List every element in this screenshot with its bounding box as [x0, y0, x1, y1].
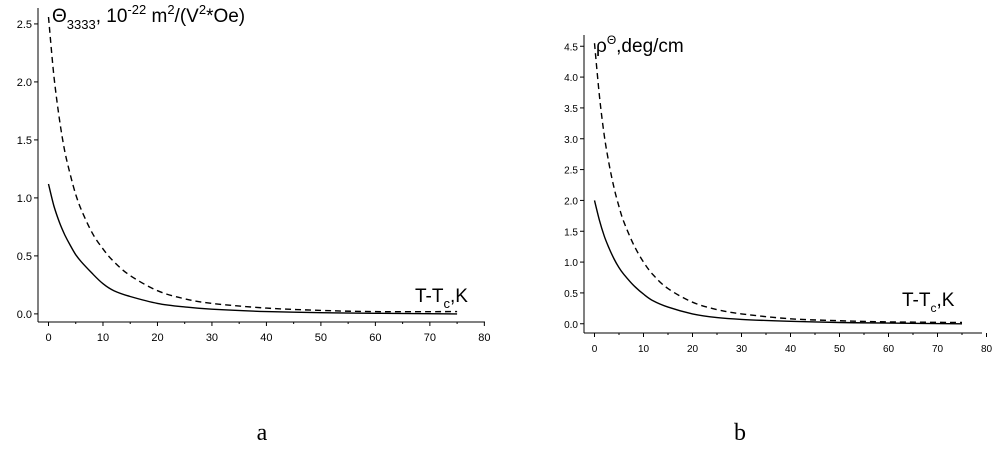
- panel-label-b: b: [734, 420, 746, 446]
- y-tick-label: 1.5: [17, 135, 32, 147]
- x-tick-label: 40: [785, 344, 797, 355]
- y-ticks: 0.0 0.5 1.0 1.5 2.0 2.5 3.0 3.5 4.0 4.5: [564, 42, 584, 331]
- y-tick-label: 1.0: [564, 258, 578, 269]
- x-tick-label: 0: [45, 332, 51, 344]
- x-axis-title: T-Tc,K: [415, 286, 468, 311]
- panel-label-a: a: [257, 420, 268, 446]
- y-tick-label: 1.5: [564, 227, 578, 238]
- y-tick-label: 0.0: [17, 309, 32, 321]
- y-tick-label: 2.5: [564, 166, 578, 177]
- x-ticks: 0 10 20 30 40 50 60 70 80: [592, 333, 993, 355]
- series-group: [47, 16, 458, 315]
- y-tick-label: 1.0: [17, 193, 32, 205]
- y-tick-label: 3.0: [564, 135, 578, 146]
- y-tick-label: 2.5: [17, 19, 32, 31]
- y-tick-label: 3.5: [564, 104, 578, 115]
- y-tick-label: 4.5: [564, 42, 578, 53]
- x-ticks: 0 10 20 30 40 50 60 70 80: [45, 322, 490, 344]
- y-tick-label: 0.0: [564, 320, 578, 331]
- x-tick-label: 10: [97, 332, 109, 344]
- solid-series-line: [47, 183, 458, 315]
- y-axis-title: ρΘ,deg/cm: [596, 33, 684, 57]
- x-tick-label: 20: [151, 332, 163, 344]
- y-axis-title: Θ3333, 10-22 m2/(V2*Oe): [52, 2, 245, 32]
- x-tick-label: 60: [369, 332, 381, 344]
- y-tick-label: 0.5: [17, 251, 32, 263]
- chart-panel-b: 0.0 0.5 1.0 1.5 2.0 2.5 3.0 3.5 4.0 4.5 0 10 20 30 40…: [564, 33, 992, 446]
- x-tick-label: 70: [424, 332, 436, 344]
- x-tick-label: 40: [260, 332, 272, 344]
- x-tick-label: 30: [206, 332, 218, 344]
- y-tick-label: 0.5: [564, 289, 578, 300]
- x-tick-label: 10: [638, 344, 650, 355]
- y-tick-label: 4.0: [564, 73, 578, 84]
- x-tick-label: 80: [981, 344, 993, 355]
- x-axis-title: T-Tc,K: [902, 290, 955, 315]
- x-tick-label: 20: [687, 344, 699, 355]
- series-group: [593, 43, 963, 325]
- x-tick-label: 30: [736, 344, 748, 355]
- x-tick-label: 50: [834, 344, 846, 355]
- x-tick-label: 70: [932, 344, 944, 355]
- x-tick-label: 0: [592, 344, 598, 355]
- y-tick-label: 2.0: [564, 196, 578, 207]
- x-tick-label: 60: [883, 344, 895, 355]
- dashed-series-line: [47, 16, 458, 313]
- y-ticks: 0.0 0.5 1.0 1.5 2.0 2.5: [17, 19, 38, 321]
- x-tick-label: 80: [478, 332, 490, 344]
- y-tick-label: 2.0: [17, 77, 32, 89]
- dashed-series-line: [593, 43, 963, 324]
- solid-series-line: [593, 200, 963, 325]
- chart-panel-a: 0.0 0.5 1.0 1.5 2.0 2.5 0 10 20 30 40 50 60 70 80 Θ33…: [17, 2, 491, 446]
- x-tick-label: 50: [315, 332, 327, 344]
